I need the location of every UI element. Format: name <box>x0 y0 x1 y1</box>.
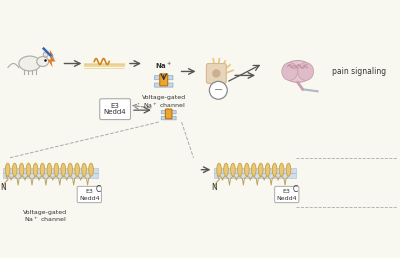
Text: pain signaling: pain signaling <box>332 67 386 76</box>
Text: Voltage-gated: Voltage-gated <box>142 95 186 100</box>
Ellipse shape <box>252 163 256 176</box>
Text: Na$^+$: Na$^+$ <box>155 61 172 71</box>
Ellipse shape <box>283 61 312 82</box>
Ellipse shape <box>298 62 314 80</box>
Ellipse shape <box>33 163 38 176</box>
Ellipse shape <box>12 163 17 176</box>
Ellipse shape <box>238 163 242 176</box>
Ellipse shape <box>37 57 49 67</box>
FancyBboxPatch shape <box>161 116 176 120</box>
Ellipse shape <box>54 163 59 176</box>
Ellipse shape <box>68 163 72 176</box>
Text: Nedd4: Nedd4 <box>79 196 100 201</box>
Ellipse shape <box>43 52 48 57</box>
Text: Na$^+$ channel: Na$^+$ channel <box>24 215 66 224</box>
Ellipse shape <box>212 69 220 77</box>
FancyBboxPatch shape <box>100 99 130 119</box>
Text: Na$^+$ channel: Na$^+$ channel <box>142 101 185 110</box>
Ellipse shape <box>26 163 31 176</box>
Ellipse shape <box>265 163 270 176</box>
Ellipse shape <box>282 62 298 80</box>
Ellipse shape <box>231 163 235 176</box>
Circle shape <box>209 81 227 99</box>
Text: Voltage-gated: Voltage-gated <box>22 210 67 215</box>
Text: Nedd4: Nedd4 <box>104 109 126 115</box>
FancyBboxPatch shape <box>275 186 299 203</box>
Text: N: N <box>0 183 6 192</box>
FancyBboxPatch shape <box>161 110 176 114</box>
Ellipse shape <box>258 163 263 176</box>
Ellipse shape <box>89 163 93 176</box>
Ellipse shape <box>217 163 221 176</box>
Ellipse shape <box>272 163 277 176</box>
Text: N: N <box>212 183 217 192</box>
FancyBboxPatch shape <box>154 76 173 80</box>
FancyBboxPatch shape <box>77 186 102 203</box>
Text: −: − <box>214 85 223 95</box>
Text: C: C <box>293 185 298 194</box>
Text: E3: E3 <box>283 189 291 194</box>
Text: Nedd4: Nedd4 <box>276 196 297 201</box>
FancyBboxPatch shape <box>206 63 226 83</box>
Ellipse shape <box>82 163 86 176</box>
Ellipse shape <box>279 163 284 176</box>
Ellipse shape <box>19 56 41 71</box>
FancyBboxPatch shape <box>160 74 168 86</box>
FancyBboxPatch shape <box>3 168 98 173</box>
Ellipse shape <box>61 163 66 176</box>
Ellipse shape <box>40 163 45 176</box>
Ellipse shape <box>75 163 80 176</box>
FancyBboxPatch shape <box>166 109 172 119</box>
Ellipse shape <box>286 163 291 176</box>
Polygon shape <box>48 50 56 68</box>
Ellipse shape <box>5 163 10 176</box>
FancyBboxPatch shape <box>214 173 296 178</box>
FancyBboxPatch shape <box>3 173 98 178</box>
Ellipse shape <box>19 163 24 176</box>
Ellipse shape <box>244 163 249 176</box>
Text: E3: E3 <box>85 189 93 194</box>
FancyBboxPatch shape <box>214 168 296 173</box>
Ellipse shape <box>224 163 228 176</box>
Text: C: C <box>96 185 101 194</box>
Text: E3: E3 <box>111 103 120 109</box>
FancyBboxPatch shape <box>154 83 173 87</box>
Ellipse shape <box>47 163 52 176</box>
